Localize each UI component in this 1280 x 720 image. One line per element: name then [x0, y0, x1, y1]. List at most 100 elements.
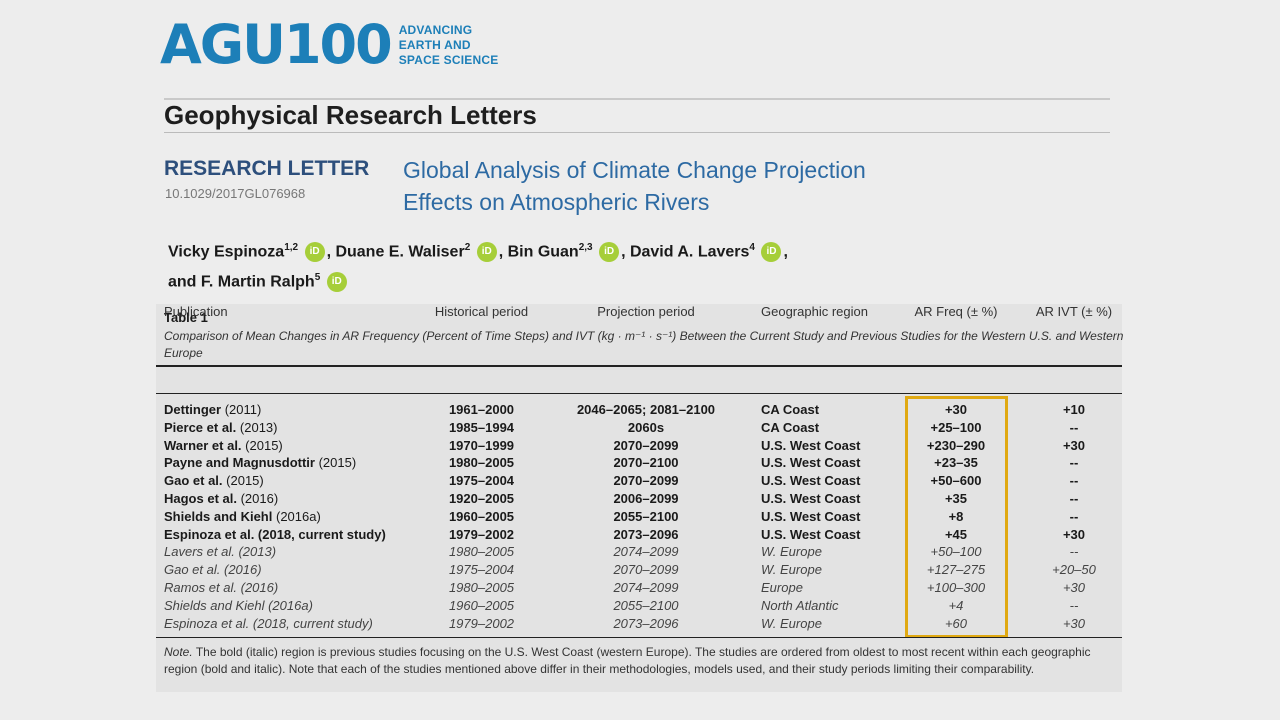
cell-historical: 1980–2005 [448, 455, 515, 471]
cell-publication: Espinoza et al. (2018, current study) [164, 616, 373, 631]
publication-author: Lavers et al. [164, 544, 235, 560]
cell-publication: Shields and Kiehl (2016a) [164, 598, 313, 613]
cell-projection: 2046–2065; 2081–2100 [576, 402, 716, 417]
publication-year: (2013) [238, 544, 277, 560]
cell-ar-freq: +45 [944, 526, 968, 542]
cell-publication: Shields and Kiehl (2016a) [164, 509, 321, 524]
author-conjunction: and [168, 273, 197, 291]
publication-year: (2015) [318, 455, 357, 471]
logo-mark: AGU100 [160, 13, 393, 76]
cell-publication: Gao et al. (2015) [164, 473, 264, 488]
cell-publication: Pierce et al. (2013) [164, 420, 277, 435]
author-list: Vicky Espinoza1,2 iD, Duane E. Waliser2 … [168, 235, 868, 296]
cell-ar-freq: +30 [944, 402, 968, 417]
cell-region: U.S. West Coast [761, 491, 861, 506]
cell-projection: 2006–2099 [613, 491, 679, 506]
logo-tagline: ADVANCING EARTH AND SPACE SCIENCE [399, 23, 499, 68]
cell-region: U.S. West Coast [761, 508, 861, 524]
publication-year: (2015) [226, 473, 264, 489]
publication-author: Hagos et al. [164, 491, 237, 506]
header-ar-ivt: AR IVT (± %) [1035, 304, 1113, 319]
table-row: Hagos et al. (2016) 1920–2005 2006–2099 U.S… [156, 491, 1122, 509]
table-caption: Table 1 [164, 310, 208, 325]
table-row: Espinoza et al. (2018, current study) 197… [156, 527, 1122, 545]
publication-author: Shields and Kiehl [164, 508, 273, 524]
cell-projection: 2070–2099 [613, 437, 679, 453]
cell-publication: Ramos et al. (2016) [164, 580, 278, 595]
cell-ar-ivt: -- [1069, 544, 1079, 560]
cell-ar-ivt: -- [1069, 597, 1079, 613]
cell-ar-ivt: -- [1069, 455, 1079, 471]
publication-author: Gao et al. [164, 562, 221, 578]
cell-projection: 2060s [627, 419, 665, 435]
agu100-logo: AGU100 ADVANCING EARTH AND SPACE SCIENCE [160, 18, 498, 72]
cell-ar-freq: +50–100 [930, 544, 982, 560]
cell-projection: 2070–2099 [613, 473, 679, 489]
ar-freq-highlight-box [905, 396, 1008, 638]
cell-historical: 1980–2005 [448, 544, 515, 560]
cell-region: North Atlantic [761, 597, 839, 613]
publication-author: Ramos et al. [164, 580, 237, 595]
journal-title: Geophysical Research Letters [164, 100, 537, 130]
cell-publication: Hagos et al. (2016) [164, 491, 278, 506]
cell-ar-freq: +50–600 [930, 473, 982, 489]
cell-historical: 1970–1999 [448, 437, 515, 453]
publication-author: Pierce et al. [164, 419, 237, 435]
author-name: F. Martin Ralph [200, 273, 315, 291]
orcid-icon[interactable]: iD [304, 242, 325, 263]
header-region: Geographic region [761, 304, 868, 319]
cell-ar-freq: +127–275 [926, 562, 986, 578]
cell-region: U.S. West Coast [761, 437, 861, 453]
cell-ar-ivt: +30 [1062, 437, 1086, 453]
logo-tag-line: EARTH AND [398, 37, 471, 52]
publication-author: Espinoza et al. (2018, current study) [164, 526, 386, 542]
author-affiliation: 1,2 [284, 242, 299, 253]
table-note: Note. The bold (italic) region is previo… [164, 644, 1119, 678]
orcid-icon[interactable]: iD [326, 272, 347, 293]
author-name: Vicky Espinoza [168, 243, 285, 261]
table-row: Lavers et al. (2013) 1980–2005 2074–2099 W.… [156, 544, 1122, 562]
cell-region: U.S. West Coast [761, 455, 861, 471]
cell-publication: Warner et al. (2015) [164, 438, 283, 453]
publication-year: (2016) [224, 562, 262, 578]
cell-ar-freq: +25–100 [930, 419, 982, 435]
cell-projection: 2070–2100 [613, 455, 679, 471]
orcid-icon[interactable]: iD [476, 242, 497, 263]
cell-projection: 2055–2100 [613, 508, 679, 524]
note-text: The bold (italic) region is previous stu… [164, 645, 1091, 676]
publication-author: Warner et al. [164, 437, 242, 453]
cell-region: CA Coast [761, 419, 820, 435]
cell-ar-ivt: +30 [1062, 615, 1086, 631]
table-row: Dettinger (2011) 1961–2000 2046–2065; 2081… [156, 402, 1122, 420]
cell-projection: 2073–2096 [613, 526, 679, 542]
author-affiliation: 4 [749, 242, 755, 253]
table-row: Shields and Kiehl (2016a) 1960–2005 2055–2… [156, 598, 1122, 616]
author-affiliation: 2,3 [578, 242, 593, 253]
cell-historical: 1960–2005 [448, 508, 515, 524]
article-kind: RESEARCH LETTER [164, 157, 370, 180]
table-row: Gao et al. (2016) 1975–2004 2070–2099 W. Eu… [156, 562, 1122, 580]
orcid-icon[interactable]: iD [761, 242, 782, 263]
table-row: Espinoza et al. (2018, current study) 197… [156, 616, 1122, 634]
orcid-icon[interactable]: iD [599, 242, 620, 263]
author-line: and F. Martin Ralph5 iD [168, 265, 868, 295]
cell-region: U.S. West Coast [761, 473, 861, 489]
article-doi: 10.1029/2017GL076968 [165, 186, 306, 201]
cell-publication: Espinoza et al. (2018, current study) [164, 527, 386, 542]
table-row: Gao et al. (2015) 1975–2004 2070–2099 U.S. … [156, 473, 1122, 491]
publication-year: (2016) [240, 491, 279, 506]
cell-region: W. Europe [761, 544, 822, 560]
publication-author: Payne and Magnusdottir [164, 455, 315, 471]
table-rule-header [156, 393, 1122, 394]
publication-year: (2016a) [275, 508, 321, 524]
cell-historical: 1960–2005 [448, 597, 515, 613]
publication-author: Espinoza et al. (2018, current study) [164, 615, 373, 631]
table-description: Comparison of Mean Changes in AR Frequen… [164, 329, 1124, 360]
logo-tag-line: SPACE SCIENCE [398, 52, 499, 67]
publication-year: (2015) [245, 437, 283, 453]
cell-ar-freq: +4 [948, 597, 964, 613]
cell-ar-freq: +60 [944, 615, 968, 631]
table-row: Ramos et al. (2016) 1980–2005 2074–2099 Eur… [156, 580, 1122, 598]
note-label: Note. [164, 645, 193, 659]
cell-ar-ivt: -- [1069, 491, 1079, 506]
